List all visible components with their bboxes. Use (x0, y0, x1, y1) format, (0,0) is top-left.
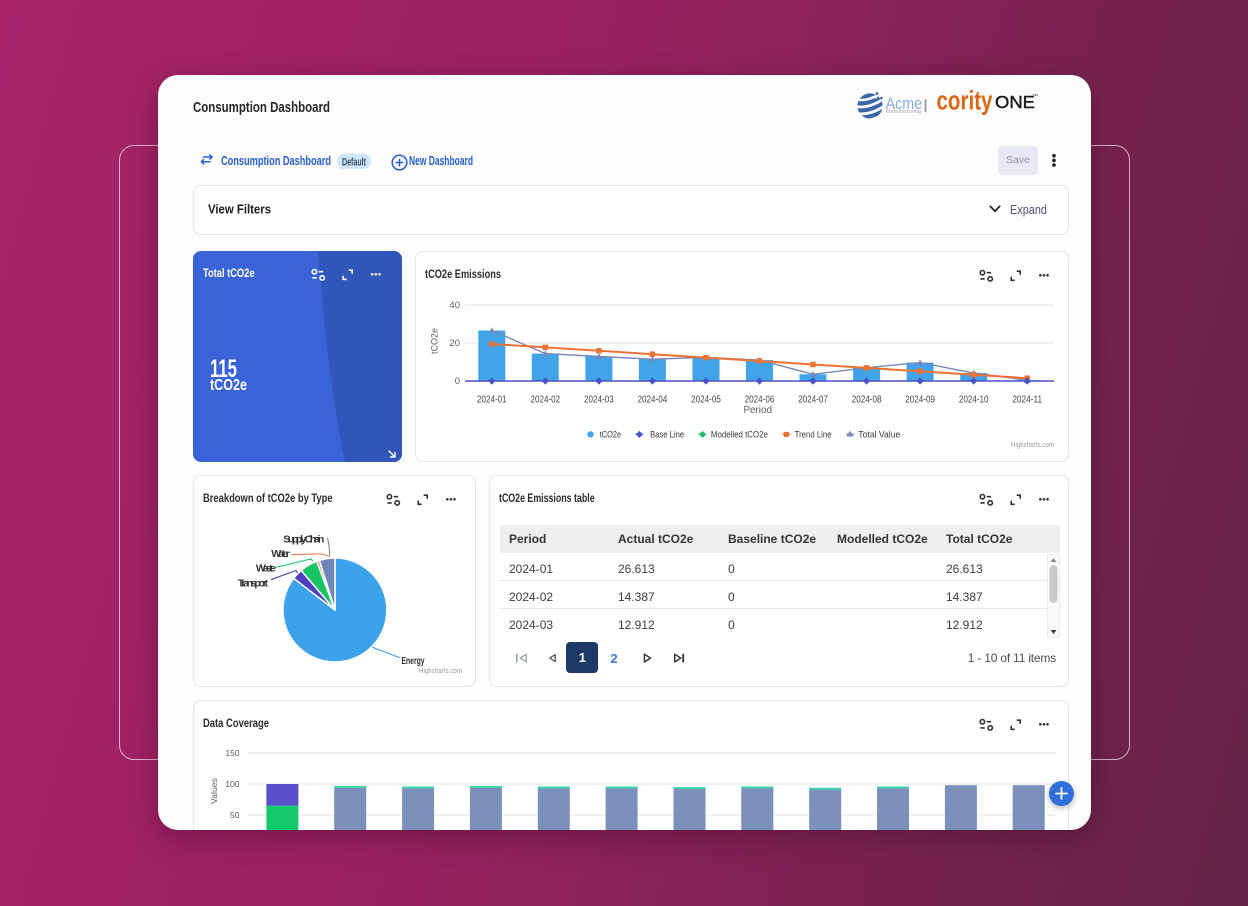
svg-text:100: 100 (225, 779, 239, 789)
svg-text:Transport: Transport (238, 577, 269, 589)
svg-text:2024-03: 2024-03 (584, 395, 614, 406)
svg-text:2024-11: 2024-11 (1012, 395, 1042, 406)
svg-text:tCO2e: tCO2e (600, 430, 622, 441)
svg-text:tCO2e Emissions table: tCO2e Emissions table (499, 491, 595, 505)
svg-text:2024-04: 2024-04 (638, 395, 668, 406)
svg-text:Modelled tCO2e: Modelled tCO2e (711, 430, 768, 441)
svg-text:2024-05: 2024-05 (691, 395, 721, 406)
svg-text:Values: Values (209, 778, 219, 804)
svg-text:115: 115 (210, 355, 237, 380)
svg-text:2024-10: 2024-10 (959, 395, 989, 406)
svg-text:2024-08: 2024-08 (852, 395, 882, 406)
svg-text:2024-02: 2024-02 (530, 395, 560, 406)
svg-text:Waste: Waste (256, 563, 276, 575)
svg-text:New Dashboard: New Dashboard (409, 154, 473, 168)
svg-text:Base Line: Base Line (650, 430, 684, 441)
svg-text:Highcharts.com: Highcharts.com (419, 666, 462, 675)
svg-text:Acme: Acme (886, 94, 923, 113)
svg-text:2024-07: 2024-07 (798, 395, 828, 406)
svg-text:™: ™ (1032, 93, 1038, 100)
svg-text:Water: Water (271, 548, 290, 560)
svg-text:Manufacturing: Manufacturing (886, 109, 921, 115)
svg-text:View Filters: View Filters (208, 202, 271, 217)
svg-text:Total tCO2e: Total tCO2e (203, 266, 255, 280)
svg-text:Supply Chain: Supply Chain (283, 534, 324, 546)
svg-text:Total Value: Total Value (858, 430, 900, 441)
svg-text:40: 40 (449, 300, 460, 311)
svg-text:Breakdown of tCO2e by Type: Breakdown of tCO2e by Type (203, 491, 333, 505)
svg-text:ONE: ONE (995, 92, 1035, 112)
svg-text:Trend Line: Trend Line (795, 430, 832, 441)
svg-text:20: 20 (449, 338, 460, 349)
svg-text:150: 150 (225, 748, 239, 758)
svg-text:tCO2e: tCO2e (210, 377, 247, 394)
svg-text:2024-01: 2024-01 (477, 395, 507, 406)
svg-text:0: 0 (455, 376, 460, 387)
svg-text:2024-06: 2024-06 (745, 395, 775, 406)
svg-text:2024-09: 2024-09 (905, 395, 935, 406)
svg-text:Period: Period (743, 405, 772, 416)
svg-text:Energy: Energy (402, 655, 425, 667)
svg-text:Highcharts.com: Highcharts.com (1011, 440, 1054, 449)
svg-text:tCO2e: tCO2e (430, 328, 441, 354)
svg-text:cority: cority (937, 86, 993, 116)
svg-text:50: 50 (230, 810, 240, 820)
svg-text:Consumption Dashboard: Consumption Dashboard (193, 100, 330, 116)
svg-text:tCO2e Emissions: tCO2e Emissions (425, 267, 501, 281)
svg-text:Data Coverage: Data Coverage (203, 716, 269, 730)
svg-text:Consumption Dashboard: Consumption Dashboard (221, 154, 331, 168)
svg-text:Expand: Expand (1010, 203, 1047, 217)
svg-text:Default: Default (342, 156, 366, 168)
